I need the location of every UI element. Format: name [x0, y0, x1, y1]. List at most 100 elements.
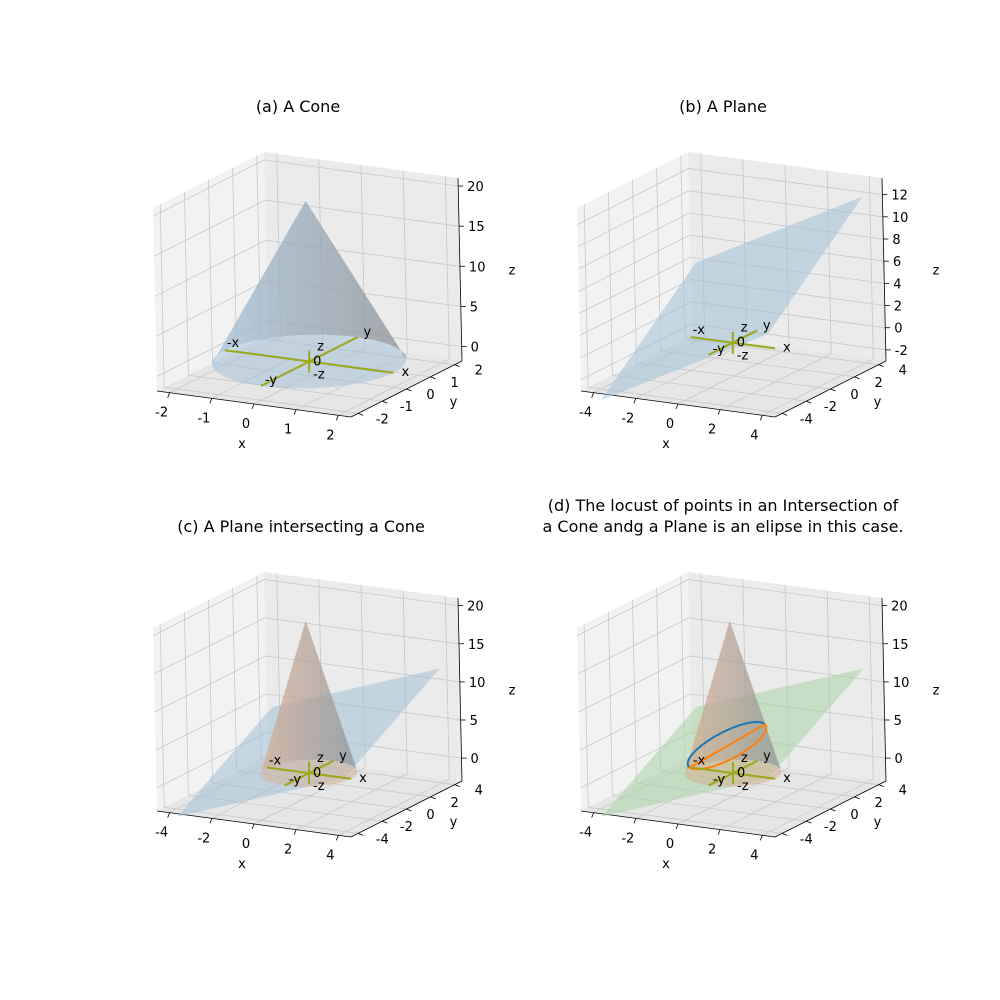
z-tick-label: 12 — [891, 189, 908, 204]
y-tick — [430, 796, 436, 800]
x-tick-label: 0 — [666, 837, 674, 852]
z-pos-label: z — [741, 321, 748, 336]
gridline-y — [608, 612, 807, 822]
z-tick-label: 15 — [468, 638, 485, 653]
z-tick-label: 2 — [894, 300, 902, 315]
z-neg-label: -z — [313, 368, 325, 383]
y-tick — [806, 820, 812, 824]
x-tick-label: -2 — [197, 831, 210, 846]
x-tick — [717, 409, 721, 415]
z-tick-label: 0 — [471, 341, 479, 356]
z-neg-label: -z — [737, 779, 749, 794]
y-pos-label: y — [763, 319, 771, 334]
subplot-d-title-line2: a Cone andg a Plane is an elipse in this… — [543, 517, 904, 536]
y-tick-label: 2 — [874, 376, 882, 391]
gridline-x — [720, 590, 832, 831]
gridline-z — [153, 199, 460, 257]
gridline-x — [762, 596, 874, 836]
z-tick-label: 0 — [894, 322, 902, 337]
y-tick-label: -2 — [824, 400, 837, 415]
z-axis-label: z — [509, 264, 516, 279]
x-tick-label: -2 — [155, 406, 168, 421]
x-pos-label: x — [359, 771, 367, 786]
x-tick — [167, 812, 171, 818]
gridline-z — [577, 617, 884, 675]
x-tick — [591, 812, 595, 818]
z-axis-label: z — [933, 264, 940, 279]
y-tick — [806, 400, 812, 404]
y-tick-label: -2 — [400, 820, 413, 835]
z-tick-label: 0 — [895, 752, 903, 767]
gridline-y — [583, 624, 783, 834]
gridline-x — [296, 170, 408, 411]
x-neg-label: -x — [227, 336, 240, 351]
y-tick — [854, 796, 860, 800]
gridline-x — [338, 176, 450, 416]
x-tick-label: -4 — [155, 826, 168, 841]
x-pos-label: x — [783, 771, 791, 786]
y-tick-label: 2 — [450, 796, 458, 811]
y-tick — [878, 364, 884, 368]
x-tick — [675, 823, 679, 830]
gridline-z — [154, 655, 460, 713]
x-tick — [675, 403, 679, 410]
x-neg-label: -x — [269, 753, 282, 768]
y-axis-label: y — [450, 395, 458, 410]
cone-surface — [260, 620, 358, 775]
origin-label: 0 — [313, 766, 321, 781]
x-tick-label: 0 — [242, 837, 250, 852]
x-tick-label: 4 — [326, 848, 334, 863]
x-tick — [591, 392, 595, 398]
gridline-z — [153, 159, 459, 217]
gridline-z — [578, 655, 884, 713]
y-tick-label: 1 — [450, 376, 458, 391]
gridline-z — [153, 617, 460, 675]
y-axis-label: y — [874, 395, 882, 410]
x-tick — [167, 392, 171, 398]
gridline-z — [577, 168, 883, 225]
x-tick-label: -2 — [621, 831, 634, 846]
y-tick-label: 2 — [475, 364, 483, 379]
z-tick-label: -2 — [895, 344, 908, 359]
z-tick-label: 10 — [469, 676, 486, 691]
x-tick-label: 2 — [284, 843, 292, 858]
y-tick-label: 0 — [850, 808, 858, 823]
y-tick-label: -1 — [400, 400, 413, 415]
y-tick — [382, 820, 388, 824]
z-tick-label: 5 — [470, 714, 478, 729]
y-tick-label: 4 — [899, 364, 907, 379]
y-tick-label: 4 — [899, 784, 907, 799]
x-tick — [293, 409, 297, 415]
x-axis-label: x — [238, 437, 246, 452]
z-axis-line — [457, 177, 463, 362]
x-tick-label: -2 — [621, 411, 634, 426]
y-tick-label: -2 — [824, 820, 837, 835]
y-tick-label: 0 — [850, 388, 858, 403]
x-tick — [293, 829, 297, 835]
x-tick — [717, 829, 721, 835]
y-tick — [782, 412, 788, 416]
x-axis-label: x — [238, 857, 246, 872]
z-neg-label: -z — [313, 779, 325, 794]
y-axis-label: y — [450, 815, 458, 830]
x-tick — [633, 818, 637, 824]
y-neg-label: -y — [713, 342, 725, 357]
z-neg-label: -z — [737, 349, 749, 364]
z-axis-line — [881, 177, 887, 362]
x-tick — [209, 818, 213, 824]
z-tick-label: 20 — [467, 600, 484, 615]
origin-label: 0 — [737, 336, 745, 351]
y-tick — [830, 388, 836, 392]
x-tick — [759, 415, 763, 421]
y-tick — [406, 808, 412, 812]
z-pos-label: z — [317, 751, 324, 766]
subplot-b-title: (b) A Plane — [679, 97, 767, 116]
x-neg-label: -x — [693, 323, 706, 338]
z-axis-line — [457, 597, 463, 782]
y-tick — [358, 412, 364, 416]
y-axis-label: y — [874, 815, 882, 830]
z-pos-label: z — [741, 751, 748, 766]
